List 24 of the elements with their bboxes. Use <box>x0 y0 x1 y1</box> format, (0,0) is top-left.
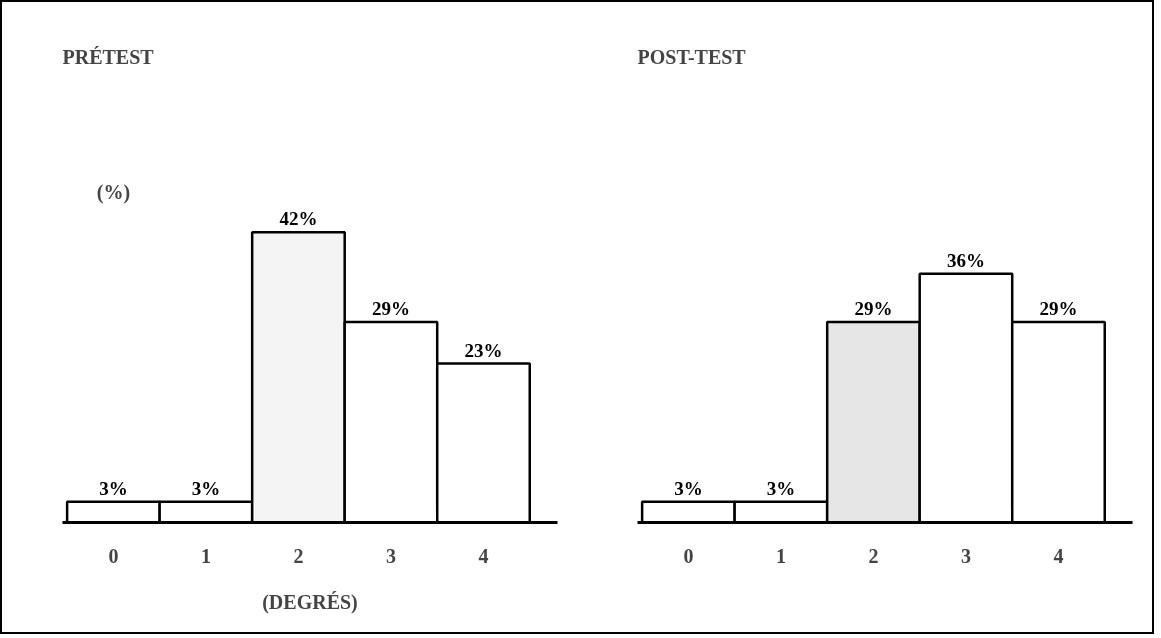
x-tick-label: 0 <box>108 544 119 567</box>
data-label: 3% <box>99 477 128 499</box>
data-label: 36% <box>946 249 985 271</box>
x-tick-label: 3 <box>385 544 396 567</box>
data-label: 3% <box>674 477 703 499</box>
x-tick-label: 4 <box>1053 544 1064 567</box>
data-label: 23% <box>464 339 503 361</box>
data-label: 42% <box>279 208 318 230</box>
x-tick-label: 2 <box>868 544 879 567</box>
x-tick-label: 1 <box>200 544 211 567</box>
x-tick-label: 3 <box>960 544 971 567</box>
data-label: 29% <box>1039 298 1078 320</box>
chart-title: PRÉTEST <box>62 45 155 68</box>
data-label: 29% <box>371 298 410 320</box>
chart-title: POST-TEST <box>637 45 747 68</box>
x-axis-title: (DEGRÉS) <box>262 590 358 614</box>
x-tick-label: 2 <box>293 544 304 567</box>
x-tick-label: 0 <box>683 544 694 567</box>
data-label: 29% <box>854 298 893 320</box>
y-axis-title: (%) <box>96 181 131 205</box>
data-label: 3% <box>191 477 221 499</box>
x-tick-label: 4 <box>478 544 489 567</box>
x-tick-label: 1 <box>775 544 786 567</box>
data-label: 3% <box>766 477 796 499</box>
